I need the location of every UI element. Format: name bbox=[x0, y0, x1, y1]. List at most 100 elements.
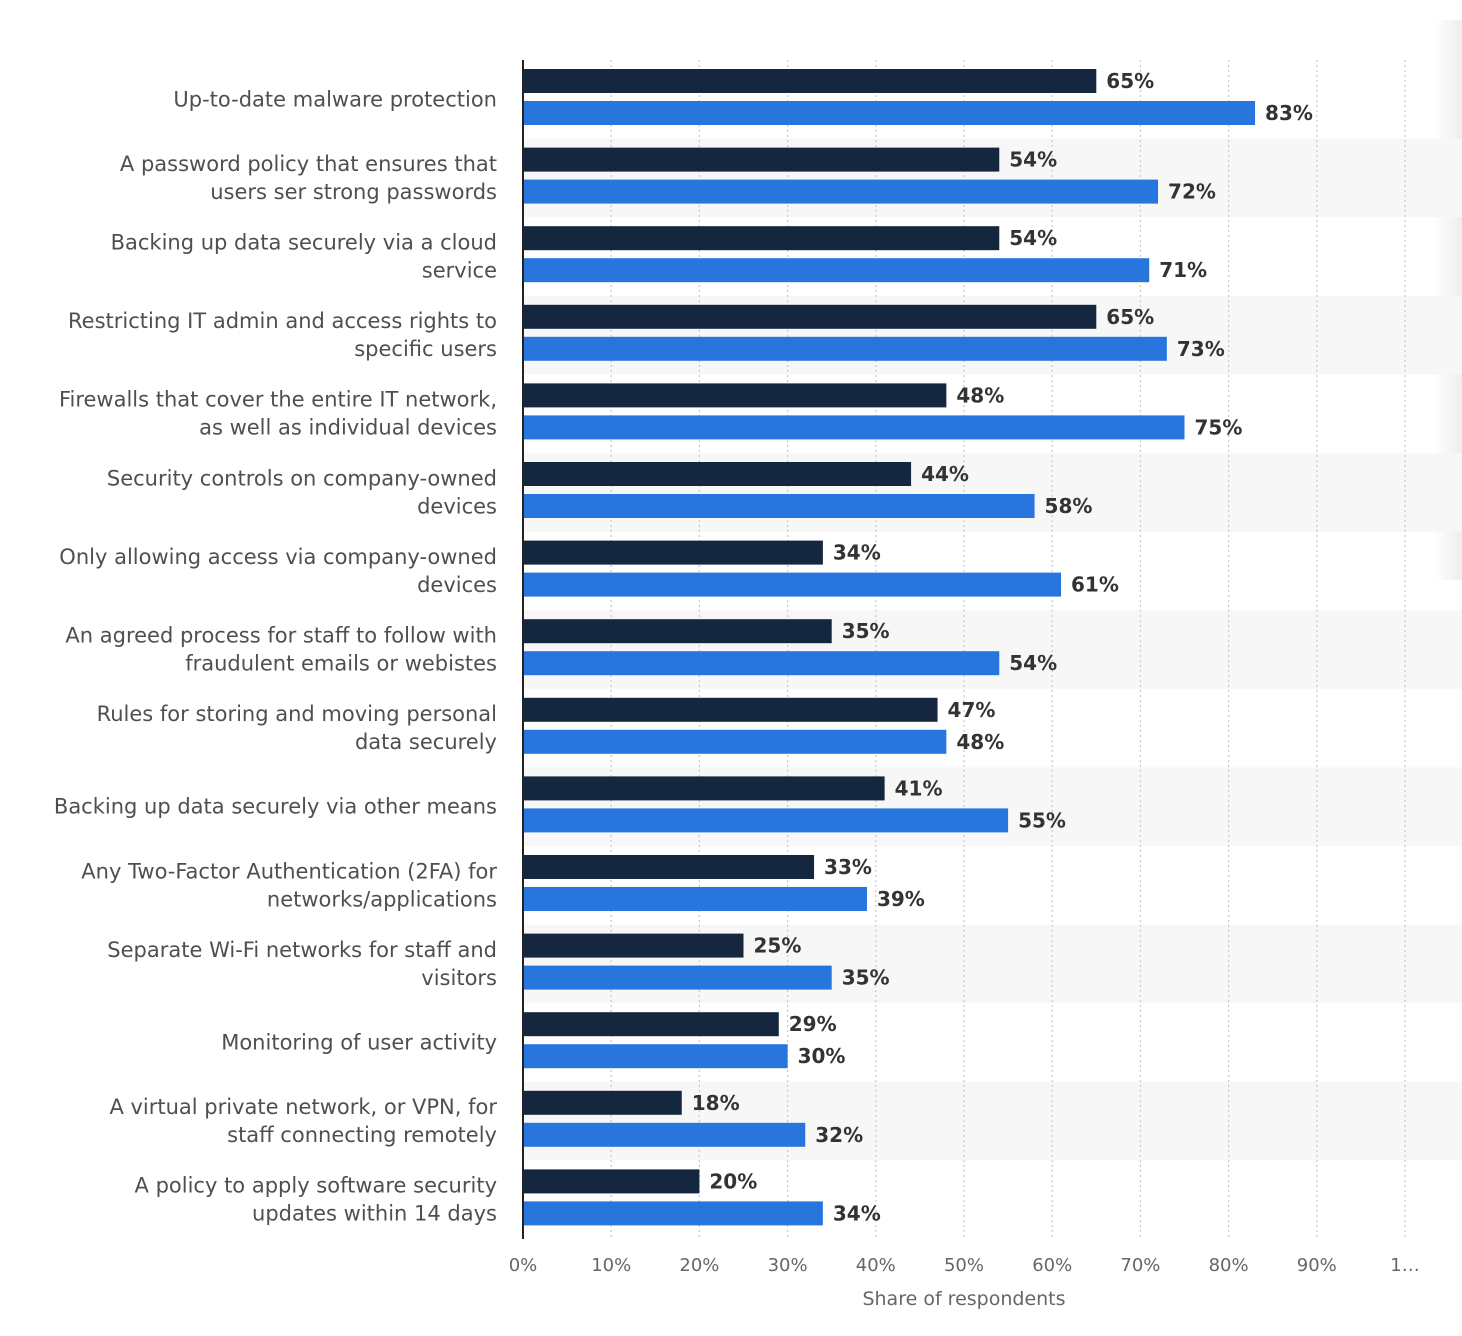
value-label: 33% bbox=[824, 855, 872, 879]
bar bbox=[523, 462, 912, 486]
category-label: specific users bbox=[354, 337, 497, 361]
category-label: Firewalls that cover the entire IT netwo… bbox=[59, 388, 497, 412]
bar bbox=[523, 494, 1035, 518]
category-label: devices bbox=[417, 494, 497, 518]
value-label: 54% bbox=[1009, 226, 1057, 250]
x-tick-label: 30% bbox=[768, 1255, 808, 1276]
bar bbox=[523, 336, 1167, 361]
category-label: users ser strong passwords bbox=[210, 180, 497, 204]
bar bbox=[523, 729, 947, 754]
value-label: 83% bbox=[1265, 101, 1313, 125]
value-label: 44% bbox=[921, 462, 969, 486]
category-label: Backing up data securely via a cloud bbox=[111, 231, 497, 255]
x-tick-label: 80% bbox=[1209, 1255, 1249, 1276]
value-label: 48% bbox=[956, 383, 1004, 407]
category-label: Security controls on company-owned bbox=[107, 466, 497, 490]
value-label: 75% bbox=[1195, 415, 1243, 439]
category-label: Rules for storing and moving personal bbox=[97, 702, 497, 726]
bar bbox=[523, 1169, 700, 1194]
x-tick-label: 70% bbox=[1120, 1255, 1160, 1276]
bar bbox=[523, 101, 1256, 125]
value-label: 54% bbox=[1009, 148, 1057, 172]
bar bbox=[523, 572, 1062, 597]
value-label: 30% bbox=[798, 1044, 846, 1068]
category-label: A policy to apply software security bbox=[135, 1174, 497, 1198]
value-label: 18% bbox=[692, 1091, 740, 1115]
bar bbox=[523, 383, 947, 408]
category-label: Separate Wi-Fi networks for staff and bbox=[107, 938, 497, 962]
category-label: fraudulent emails or webistes bbox=[185, 652, 497, 676]
category-label: An agreed process for staff to follow wi… bbox=[65, 624, 497, 648]
value-label: 34% bbox=[833, 541, 881, 565]
x-tick-label: 10% bbox=[591, 1255, 631, 1276]
bar bbox=[523, 1012, 779, 1037]
x-tick-labels: 0% 10% 20% 30% 40% 50% 60% 70% 80% 90% 1… bbox=[509, 1255, 1420, 1276]
category-label: Any Two-Factor Authentication (2FA) for bbox=[81, 859, 497, 883]
bar bbox=[523, 304, 1097, 329]
category-label: A password policy that ensures that bbox=[120, 152, 497, 176]
bar bbox=[523, 965, 832, 990]
x-tick-label: 60% bbox=[1032, 1255, 1072, 1276]
bar bbox=[523, 415, 1185, 440]
category-label: as well as individual devices bbox=[199, 416, 497, 440]
bar bbox=[523, 651, 1000, 676]
x-tick-label: 40% bbox=[856, 1255, 896, 1276]
bar bbox=[523, 1044, 788, 1069]
bar bbox=[523, 540, 823, 565]
value-label: 55% bbox=[1018, 808, 1066, 832]
category-labels: Up-to-date malware protection A password … bbox=[54, 87, 497, 1225]
value-label: 35% bbox=[842, 619, 890, 643]
bar bbox=[523, 179, 1159, 204]
bar bbox=[523, 69, 1097, 93]
category-label: updates within 14 days bbox=[252, 1202, 497, 1226]
value-label: 73% bbox=[1177, 337, 1225, 361]
bar bbox=[523, 1201, 823, 1226]
bar bbox=[523, 776, 885, 801]
value-label: 32% bbox=[815, 1123, 863, 1147]
x-tick-label: 90% bbox=[1297, 1255, 1337, 1276]
category-label: A virtual private network, or VPN, for bbox=[109, 1095, 497, 1119]
value-label: 58% bbox=[1045, 494, 1093, 518]
value-label: 72% bbox=[1168, 180, 1216, 204]
value-label: 47% bbox=[948, 698, 996, 722]
category-label: Monitoring of user activity bbox=[221, 1031, 497, 1055]
x-tick-label: 50% bbox=[944, 1255, 984, 1276]
value-label: 61% bbox=[1071, 573, 1119, 597]
value-label: 48% bbox=[956, 730, 1004, 754]
bars bbox=[523, 69, 1256, 1226]
category-label: networks/applications bbox=[267, 887, 497, 911]
x-tick-label: 20% bbox=[679, 1255, 719, 1276]
value-label: 71% bbox=[1159, 258, 1207, 282]
value-label: 20% bbox=[709, 1169, 757, 1193]
value-labels: 65% 54% 54% 65% 48% 44% 34% 35% 47% 41% 33% 25% 29% 1… bbox=[692, 69, 1313, 1225]
value-label: 65% bbox=[1106, 305, 1154, 329]
value-label: 65% bbox=[1106, 69, 1154, 93]
value-label: 29% bbox=[789, 1012, 837, 1036]
bar bbox=[523, 226, 1000, 251]
bar bbox=[523, 1122, 806, 1147]
category-label: staff connecting remotely bbox=[227, 1123, 497, 1147]
bar bbox=[523, 808, 1009, 833]
bar bbox=[523, 1090, 682, 1115]
category-label: service bbox=[422, 259, 497, 283]
value-label: 39% bbox=[877, 887, 925, 911]
x-tick-label: 1… bbox=[1390, 1255, 1419, 1276]
x-axis-title: Share of respondents bbox=[862, 1288, 1065, 1310]
bar bbox=[523, 697, 938, 722]
category-label: Only allowing access via company-owned bbox=[59, 545, 497, 569]
bar bbox=[523, 933, 744, 958]
category-label: Backing up data securely via other means bbox=[54, 795, 497, 819]
bar bbox=[523, 147, 1000, 172]
value-label: 41% bbox=[895, 776, 943, 800]
category-label: Up-to-date malware protection bbox=[173, 87, 497, 111]
bar bbox=[523, 619, 832, 644]
value-label: 54% bbox=[1009, 651, 1057, 675]
value-label: 35% bbox=[842, 966, 890, 990]
category-label: visitors bbox=[421, 966, 497, 990]
x-tick-label: 0% bbox=[509, 1255, 538, 1276]
value-label: 25% bbox=[754, 934, 802, 958]
category-label: data securely bbox=[355, 730, 497, 754]
bar bbox=[523, 855, 815, 879]
value-label: 34% bbox=[833, 1201, 881, 1225]
